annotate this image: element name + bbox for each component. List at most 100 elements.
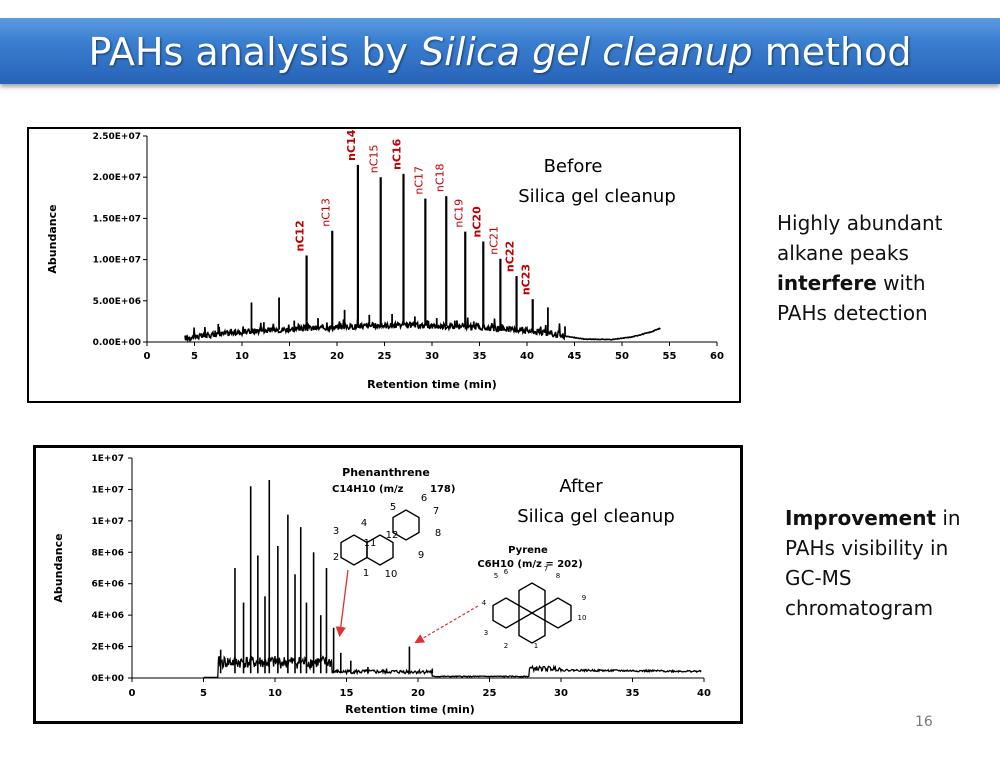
atom-number: 4 bbox=[482, 599, 487, 607]
atom-number: 10 bbox=[578, 614, 587, 622]
peak-label: nC14 bbox=[345, 129, 358, 161]
atom-number: 10 bbox=[385, 569, 398, 580]
atom-number: 12 bbox=[386, 530, 399, 541]
baseline-trace bbox=[184, 317, 661, 343]
x-tick-label: 25 bbox=[378, 351, 392, 362]
x-tick-label: 10 bbox=[235, 351, 249, 362]
atom-number: 8 bbox=[435, 528, 441, 539]
slide-title: PAHs analysis by Silica gel cleanup meth… bbox=[88, 30, 912, 74]
x-tick-label: 20 bbox=[411, 688, 425, 699]
x-tick-label: 15 bbox=[340, 688, 354, 699]
chromatogram-before: 0.00E+00 5.00E+06 1.00E+07 1.50E+07 2.00E+07… bbox=[27, 127, 741, 403]
x-tick-label: 50 bbox=[615, 351, 629, 362]
chart-annotation: After bbox=[559, 476, 603, 497]
compound-name: Pyrene bbox=[508, 545, 548, 556]
atom-number: 6 bbox=[421, 493, 427, 504]
atom-number: 9 bbox=[418, 550, 424, 561]
note-line: GC-MS bbox=[785, 566, 852, 590]
note-emphasis: Improvement bbox=[785, 506, 937, 530]
x-tick-label: 15 bbox=[283, 351, 297, 362]
peak-label: nC13 bbox=[319, 198, 332, 227]
y-tick-label: 1E+07 bbox=[92, 485, 124, 495]
title-emphasis: Silica gel cleanup bbox=[420, 30, 753, 74]
atom-number: 4 bbox=[361, 518, 367, 529]
note-line: chromatogram bbox=[785, 596, 934, 620]
note-improvement: Improvement in PAHs visibility in GC-MS … bbox=[785, 503, 995, 623]
x-tick-label: 35 bbox=[473, 351, 487, 362]
x-tick-label: 5 bbox=[191, 351, 198, 362]
atom-number: 7 bbox=[544, 565, 548, 573]
x-tick-label: 30 bbox=[554, 688, 568, 699]
chart-after-svg: 0E+00 2E+06 4E+06 6E+06 8E+06 1E+07 1E+07 1E+07… bbox=[52, 454, 711, 716]
y-tick-label: 1E+07 bbox=[92, 517, 124, 527]
y-tick-label: 1E+07 bbox=[92, 454, 124, 464]
compound-formula: C14H10 (m/z bbox=[332, 484, 404, 495]
y-tick-label: 2.00E+07 bbox=[93, 173, 141, 183]
note-line: Highly abundant bbox=[777, 211, 943, 235]
x-axis-label: Retention time (min) bbox=[367, 378, 497, 391]
peak-label: nC21 bbox=[487, 226, 500, 255]
note-line: interfere with bbox=[777, 271, 926, 295]
x-tick-label: 0 bbox=[144, 351, 151, 362]
chart-annotation: Silica gel cleanup bbox=[518, 186, 676, 207]
chart-annotation: Silica gel cleanup bbox=[517, 506, 675, 527]
compound-name: Phenanthrene bbox=[342, 466, 430, 479]
atom-number: 1 bbox=[534, 642, 538, 650]
atom-number: 3 bbox=[333, 526, 339, 537]
ring-bond bbox=[366, 534, 394, 566]
atom-number: 3 bbox=[484, 629, 488, 637]
x-tick-label: 5 bbox=[200, 688, 207, 699]
page-number: 16 bbox=[915, 714, 933, 730]
y-axis-label: Abundance bbox=[46, 204, 59, 273]
y-tick-label: 1.50E+07 bbox=[93, 214, 141, 224]
chart-before-svg: 0.00E+00 5.00E+06 1.00E+07 1.50E+07 2.00E+07… bbox=[46, 129, 724, 391]
x-tick-label: 30 bbox=[425, 351, 439, 362]
atom-number: 9 bbox=[582, 594, 586, 602]
atom-number: 8 bbox=[556, 572, 560, 580]
peak-label: nC18 bbox=[433, 163, 446, 192]
peak-label: nC17 bbox=[412, 166, 425, 195]
ring-bond bbox=[518, 612, 546, 644]
note-line: PAHs visibility in bbox=[785, 536, 949, 560]
note-emphasis: interfere bbox=[777, 271, 877, 295]
ring-bond bbox=[392, 509, 420, 541]
y-axis-label: Abundance bbox=[52, 533, 65, 602]
chromatogram-after: 0E+00 2E+06 4E+06 6E+06 8E+06 1E+07 1E+07 1E+07… bbox=[33, 445, 743, 724]
note-line: Improvement in bbox=[785, 506, 961, 530]
phenanthrene-arrow bbox=[335, 569, 349, 638]
y-tick-label: 0.00E+00 bbox=[93, 338, 141, 348]
x-tick-label: 45 bbox=[568, 351, 582, 362]
x-tick-label: 40 bbox=[697, 688, 711, 699]
y-tick-label: 2E+06 bbox=[92, 643, 124, 653]
atom-number: 6 bbox=[504, 568, 509, 576]
y-tick-label: 2.50E+07 bbox=[93, 132, 141, 142]
ring-bond bbox=[518, 582, 546, 614]
peak-label: nC20 bbox=[470, 206, 483, 238]
y-tick-label: 5.00E+06 bbox=[93, 297, 141, 307]
compound-mz: 178) bbox=[430, 484, 455, 495]
peak-label: nC16 bbox=[391, 138, 404, 170]
y-tick-label: 0E+00 bbox=[92, 674, 124, 684]
atom-number: 5 bbox=[390, 502, 396, 513]
compound-formula: C6H10 (m/z = 202) bbox=[477, 559, 582, 570]
x-tick-label: 60 bbox=[710, 351, 724, 362]
note-interference: Highly abundant alkane peaks interfere w… bbox=[777, 208, 987, 328]
atom-number: 2 bbox=[504, 642, 508, 650]
peak-label: nC12 bbox=[294, 220, 307, 251]
atom-number: 5 bbox=[494, 572, 498, 580]
x-tick-label: 10 bbox=[268, 688, 282, 699]
atom-number: 2 bbox=[333, 552, 339, 563]
y-tick-label: 6E+06 bbox=[92, 580, 124, 590]
x-tick-label: 25 bbox=[483, 688, 497, 699]
pyrene-arrow bbox=[414, 605, 479, 644]
x-tick-label: 40 bbox=[520, 351, 534, 362]
peak-label: nC22 bbox=[504, 241, 517, 272]
note-line: PAHs detection bbox=[777, 301, 928, 325]
chromatogram-trace bbox=[203, 655, 702, 679]
x-axis-label: Retention time (min) bbox=[345, 703, 475, 716]
title-bar: PAHs analysis by Silica gel cleanup meth… bbox=[0, 18, 1000, 84]
peak-label: nC15 bbox=[368, 145, 381, 174]
atom-number: 11 bbox=[364, 538, 377, 549]
x-tick-label: 55 bbox=[663, 351, 677, 362]
